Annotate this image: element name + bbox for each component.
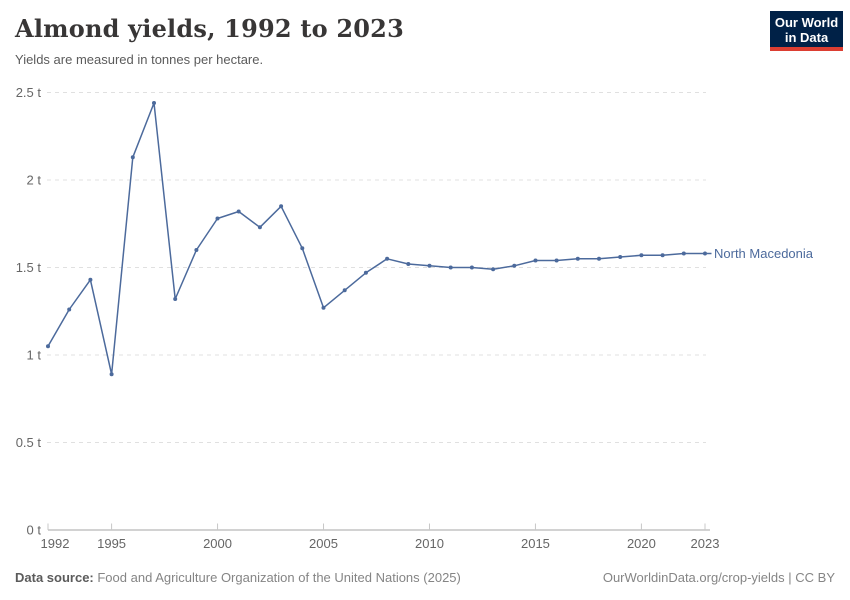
data-source-text: Food and Agriculture Organization of the…: [93, 570, 461, 585]
data-source-label: Data source:: [15, 570, 94, 585]
y-tick-label: 0 t: [27, 523, 42, 538]
x-tick-label: 2023: [691, 536, 720, 551]
data-point[interactable]: [618, 255, 623, 259]
data-point[interactable]: [554, 258, 559, 263]
data-point[interactable]: [448, 265, 453, 270]
data-point[interactable]: [533, 258, 538, 263]
chart-title: Almond yields, 1992 to 2023: [15, 14, 404, 43]
data-point[interactable]: [300, 246, 305, 251]
series-label[interactable]: North Macedonia: [714, 246, 814, 261]
x-tick-label: 2000: [203, 536, 232, 551]
data-point[interactable]: [88, 277, 93, 282]
x-tick-label: 1995: [97, 536, 126, 551]
data-point[interactable]: [321, 305, 326, 310]
data-point[interactable]: [703, 251, 707, 256]
y-tick-label: 2.5 t: [16, 85, 42, 100]
data-point[interactable]: [130, 155, 135, 160]
data-point[interactable]: [67, 307, 72, 312]
x-tick-label: 2020: [627, 536, 656, 551]
credit-link[interactable]: OurWorldinData.org/crop-yields | CC BY: [602, 570, 835, 585]
data-point[interactable]: [194, 248, 199, 252]
data-point[interactable]: [279, 204, 284, 209]
data-point[interactable]: [342, 288, 347, 293]
series-line: [47, 102, 706, 376]
data-point[interactable]: [152, 101, 156, 105]
data-point[interactable]: [363, 270, 368, 275]
y-tick-label: 2 t: [27, 173, 42, 188]
data-point[interactable]: [257, 225, 262, 230]
data-point[interactable]: [597, 256, 601, 261]
data-point[interactable]: [469, 265, 474, 270]
data-point[interactable]: [575, 256, 580, 261]
data-point[interactable]: [660, 253, 665, 258]
chart-subtitle: Yields are measured in tonnes per hectar…: [15, 52, 264, 67]
data-point[interactable]: [173, 297, 178, 301]
data-point[interactable]: [427, 263, 432, 268]
data-point[interactable]: [406, 262, 411, 266]
owid-logo-line2: in Data: [784, 30, 829, 45]
data-point[interactable]: [46, 344, 50, 349]
x-tick-label: 2015: [521, 536, 550, 551]
data-source: Data source: Food and Agriculture Organi…: [15, 570, 461, 585]
data-point[interactable]: [681, 251, 686, 256]
y-tick-label: 1 t: [27, 348, 42, 363]
data-point[interactable]: [385, 256, 390, 261]
x-tick-label: 1992: [41, 536, 70, 551]
data-point[interactable]: [109, 372, 114, 377]
data-point[interactable]: [491, 267, 496, 272]
data-point[interactable]: [215, 216, 220, 221]
data-point[interactable]: [236, 209, 241, 214]
x-tick-label: 2005: [309, 536, 338, 551]
owid-logo[interactable]: Our World in Data: [770, 11, 843, 51]
y-tick-label: 0.5 t: [16, 435, 42, 450]
owid-logo-line1: Our World: [774, 15, 839, 30]
data-point[interactable]: [512, 263, 517, 268]
data-point[interactable]: [639, 253, 644, 258]
x-tick-label: 2010: [415, 536, 444, 551]
y-tick-label: 1.5 t: [16, 260, 42, 275]
